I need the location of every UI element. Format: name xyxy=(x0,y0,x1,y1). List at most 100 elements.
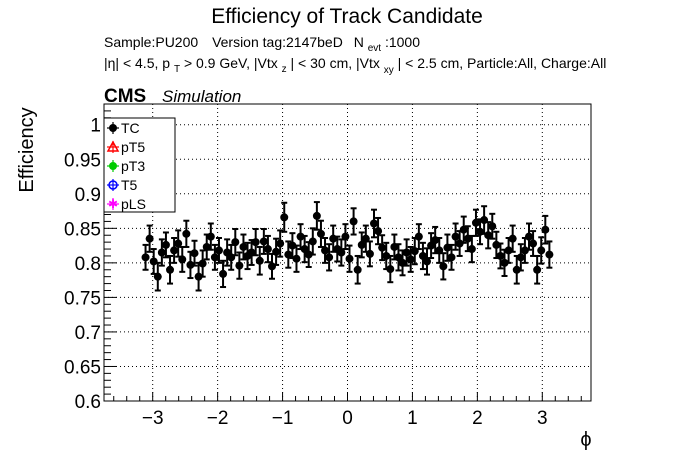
data-point xyxy=(443,233,452,262)
data-point xyxy=(210,243,219,271)
data-point xyxy=(414,223,423,251)
marker xyxy=(321,246,330,255)
marker xyxy=(451,232,460,241)
marker xyxy=(182,229,191,238)
legend-entry-pls: ✱ pLS xyxy=(107,196,146,212)
y-tick-label: 0.6 xyxy=(75,392,101,413)
data-point xyxy=(190,239,199,267)
eta-cut: |η| < 4.5, p xyxy=(104,55,170,71)
marker xyxy=(492,240,501,249)
y-tick-label: 1 xyxy=(90,116,101,137)
legend-entry-pt3: pT3 xyxy=(107,158,145,174)
data-point xyxy=(484,221,493,250)
x-tick-label: 3 xyxy=(537,408,548,429)
x-tick-label: 0 xyxy=(342,408,353,429)
marker xyxy=(459,225,468,234)
y-tick-label: 0.9 xyxy=(75,185,101,206)
marker xyxy=(341,232,350,241)
vtxz-subscript: z xyxy=(282,64,287,75)
data-point xyxy=(251,228,260,257)
marker xyxy=(284,250,293,259)
marker xyxy=(161,240,170,249)
y-tick-label: 0.85 xyxy=(64,219,101,240)
data-point xyxy=(161,231,170,259)
legend-label: T5 xyxy=(121,177,138,193)
data-point xyxy=(345,244,354,273)
sample-label: Sample:PU200 xyxy=(104,34,198,50)
marker xyxy=(300,245,309,254)
marker xyxy=(386,265,395,274)
legend-entry-tc: TC xyxy=(107,120,140,136)
marker xyxy=(423,257,432,266)
marker xyxy=(178,255,187,264)
marker xyxy=(537,246,546,255)
data-point xyxy=(263,234,272,264)
data-point xyxy=(219,259,228,289)
marker xyxy=(471,218,480,227)
data-point xyxy=(292,244,301,273)
marker xyxy=(263,245,272,254)
data-point xyxy=(406,245,415,273)
data-point xyxy=(170,236,179,264)
data-point xyxy=(325,243,334,272)
marker xyxy=(524,232,533,241)
marker xyxy=(541,225,550,234)
subtitle-line2: |η| < 4.5, p T > 0.9 GeV, |Vtx z | < 30 … xyxy=(104,55,606,76)
data-point xyxy=(194,261,203,292)
data-point xyxy=(382,241,391,271)
marker xyxy=(488,222,497,231)
marker xyxy=(272,247,281,256)
data-point xyxy=(394,243,403,272)
marker xyxy=(231,238,240,247)
marker xyxy=(496,251,505,260)
marker xyxy=(508,234,517,243)
data-point xyxy=(321,236,330,264)
marker xyxy=(394,253,403,262)
marker xyxy=(365,249,374,258)
marker xyxy=(378,243,387,252)
marker xyxy=(312,211,321,220)
data-point xyxy=(186,250,195,280)
data-point xyxy=(541,214,550,245)
x-tick-label: −3 xyxy=(142,408,164,429)
data-point xyxy=(357,231,366,259)
marker xyxy=(214,246,223,255)
y-tick-label: 0.7 xyxy=(75,323,101,344)
cms-label: CMS xyxy=(104,86,146,107)
marker xyxy=(166,265,175,274)
data-point xyxy=(296,223,305,251)
legend-marker xyxy=(109,124,117,132)
marker xyxy=(170,246,179,255)
data-point xyxy=(333,235,342,263)
data-point xyxy=(537,236,546,265)
legend-label: TC xyxy=(121,120,140,136)
data-point xyxy=(504,236,513,264)
marker xyxy=(520,246,529,255)
marker xyxy=(174,239,183,248)
data-point xyxy=(349,207,358,236)
data-point xyxy=(427,232,436,260)
data-point xyxy=(467,234,476,264)
legend-marker xyxy=(106,140,120,152)
legend-label: pT5 xyxy=(121,139,145,155)
data-point xyxy=(508,224,517,253)
data-point xyxy=(255,245,264,276)
y-axis-label: Efficiency xyxy=(16,107,38,192)
marker xyxy=(194,272,203,281)
marker xyxy=(280,213,289,222)
data-points xyxy=(141,201,554,292)
data-point xyxy=(316,219,325,248)
data-point xyxy=(418,241,427,271)
marker xyxy=(516,253,525,262)
marker xyxy=(504,246,513,255)
data-point xyxy=(341,223,350,251)
pt-cut: > 0.9 GeV, |Vtx xyxy=(184,55,278,71)
legend-label: pLS xyxy=(121,196,146,212)
marker xyxy=(219,269,228,278)
data-point xyxy=(435,236,444,264)
data-point xyxy=(276,229,285,258)
pt-subscript: T xyxy=(174,64,180,75)
marker xyxy=(357,240,366,249)
marker xyxy=(276,239,285,248)
marker xyxy=(484,231,493,240)
